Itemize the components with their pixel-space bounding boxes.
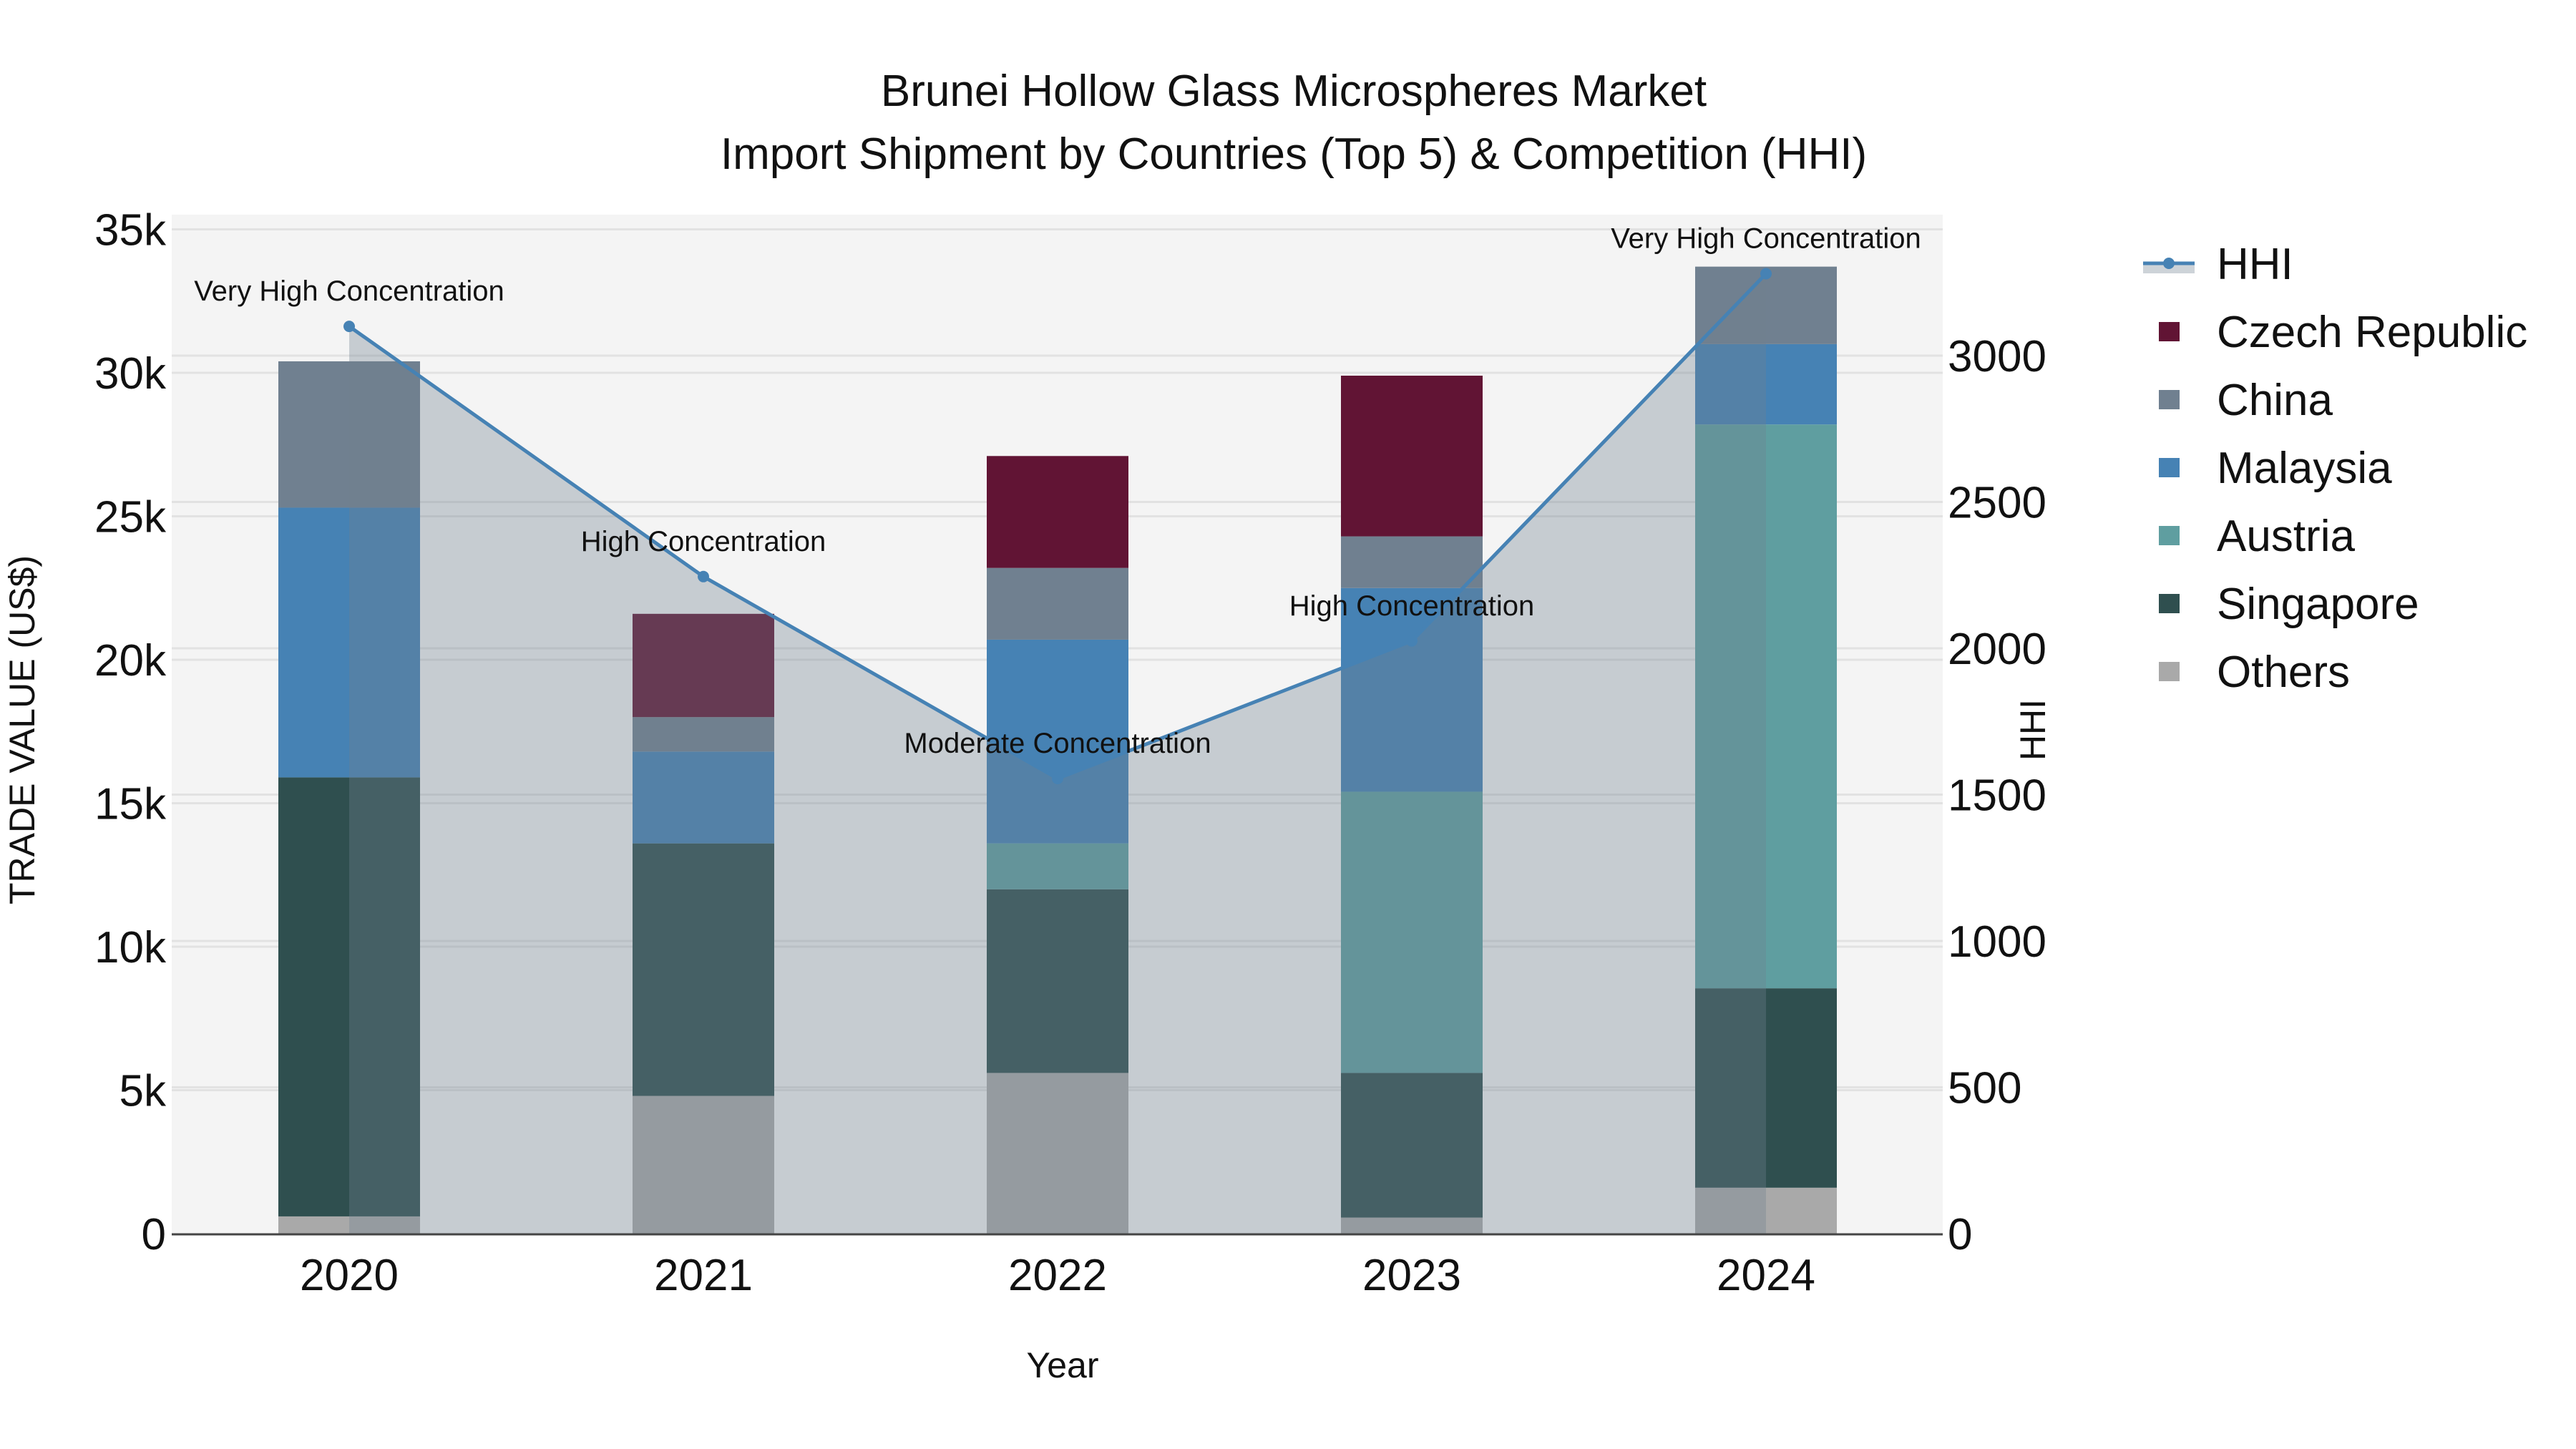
- legend-item-hhi[interactable]: HHI: [2143, 240, 2293, 289]
- x-tick-label: 2024: [1717, 1251, 1815, 1300]
- legend-label: China: [2217, 376, 2333, 425]
- bar-segment-others[interactable]: [987, 1073, 1128, 1234]
- bar-segment-austria[interactable]: [1695, 424, 1837, 989]
- y-left-axis-title: TRADE VALUE (US$): [2, 555, 42, 904]
- bar-segment-malaysia[interactable]: [987, 639, 1128, 844]
- x-tick-label: 2021: [654, 1251, 753, 1300]
- bar-stack-2024: [1695, 266, 1837, 1234]
- hhi-area: [349, 273, 1766, 1234]
- bar-segment-singapore[interactable]: [1341, 1073, 1483, 1218]
- chart-title-line2: Import Shipment by Countries (Top 5) & C…: [721, 130, 1867, 179]
- y-right-tick-label: 3000: [1948, 332, 2046, 381]
- legend-color-swatch-icon: [2159, 390, 2180, 409]
- y-right-ticks: 0 500 1000 1500 2000 2500 3000: [1948, 332, 2046, 1259]
- legend-item-austria[interactable]: Austria: [2159, 512, 2355, 561]
- y-right-tick-label: 0: [1948, 1210, 1972, 1259]
- bar-segment-singapore[interactable]: [1695, 988, 1837, 1188]
- hhi-marker-2020[interactable]: [343, 321, 355, 333]
- bar-segment-others[interactable]: [633, 1096, 774, 1234]
- y-left-tick-label: 30k: [94, 349, 167, 399]
- x-axis-title: Year: [1026, 1345, 1098, 1385]
- legend-color-swatch-icon: [2159, 594, 2180, 613]
- legend-color-swatch-icon: [2159, 322, 2180, 341]
- legend: HHI Czech Republic China Malaysia Austria Sin…: [2143, 240, 2527, 697]
- y-left-tick-label: 15k: [94, 780, 167, 829]
- y-left-tick-label: 20k: [94, 636, 167, 686]
- hhi-annotation-2021: High Concentration: [581, 526, 826, 557]
- chart-title-line1: Brunei Hollow Glass Microspheres Market: [881, 67, 1707, 116]
- y-left-tick-label: 25k: [94, 493, 167, 542]
- bar-segment-others[interactable]: [278, 1216, 420, 1234]
- legend-item-czech-republic[interactable]: Czech Republic: [2159, 308, 2527, 357]
- bar-segment-others[interactable]: [1341, 1217, 1483, 1234]
- bar-stacks: [278, 266, 1837, 1234]
- y-right-tick-label: 2000: [1948, 625, 2046, 674]
- legend-label: Malaysia: [2217, 444, 2392, 493]
- y-left-ticks: 0 5k 10k 15k 20k 25k 30k 35k: [94, 206, 167, 1260]
- bar-segment-malaysia[interactable]: [1341, 587, 1483, 792]
- bar-segment-austria[interactable]: [987, 843, 1128, 889]
- legend-label: Singapore: [2217, 580, 2419, 629]
- legend-marker-icon: [2163, 258, 2175, 269]
- x-tick-label: 2023: [1362, 1251, 1461, 1300]
- bar-segment-malaysia[interactable]: [278, 507, 420, 778]
- hhi-line: [343, 268, 1772, 785]
- bar-segment-czech-republic[interactable]: [1341, 376, 1483, 537]
- hhi-annotation-2022: Moderate Concentration: [904, 728, 1211, 759]
- legend-color-swatch-icon: [2159, 662, 2180, 681]
- x-tick-label: 2022: [1008, 1251, 1107, 1300]
- bar-stack-2021: [633, 613, 774, 1234]
- legend-item-china[interactable]: China: [2159, 376, 2333, 425]
- hhi-annotation-2020: Very High Concentration: [194, 275, 504, 307]
- legend-item-singapore[interactable]: Singapore: [2159, 580, 2419, 629]
- bar-segment-malaysia[interactable]: [633, 751, 774, 844]
- bar-segment-china[interactable]: [987, 567, 1128, 640]
- bar-stack-2023: [1341, 376, 1483, 1234]
- bar-segment-malaysia[interactable]: [1695, 343, 1837, 425]
- legend-label: HHI: [2217, 240, 2293, 289]
- bar-segment-china[interactable]: [278, 361, 420, 508]
- y-right-tick-label: 2500: [1948, 479, 2046, 528]
- bar-segment-china[interactable]: [1695, 266, 1837, 344]
- legend-label: Others: [2217, 648, 2350, 697]
- legend-label: Czech Republic: [2217, 308, 2527, 357]
- hhi-annotation-2023: High Concentration: [1289, 590, 1534, 622]
- hhi-fill-area: [349, 273, 1766, 1234]
- bar-stack-2020: [278, 361, 420, 1234]
- y-right-axis-title: HHI: [2013, 699, 2053, 761]
- x-ticks: 2020 2021 2022 2023 2024: [300, 1251, 1815, 1300]
- y-left-tick-label: 10k: [94, 923, 167, 972]
- hhi-annotation-2024: Very High Concentration: [1611, 223, 1921, 254]
- hhi-marker-2022[interactable]: [1052, 773, 1063, 785]
- y-left-tick-label: 0: [142, 1210, 166, 1259]
- y-right-tick-label: 1000: [1948, 917, 2046, 967]
- y-right-tick-label: 1500: [1948, 771, 2046, 821]
- bar-segment-czech-republic[interactable]: [633, 613, 774, 718]
- hhi-annotations: Very High Concentration High Concentratio…: [194, 223, 1921, 759]
- y-left-tick-label: 5k: [119, 1067, 167, 1116]
- legend-item-others[interactable]: Others: [2159, 648, 2350, 697]
- y-right-tick-label: 500: [1948, 1064, 2021, 1113]
- bar-segment-czech-republic[interactable]: [987, 456, 1128, 568]
- bar-segment-singapore[interactable]: [987, 889, 1128, 1073]
- hhi-marker-2023[interactable]: [1406, 635, 1418, 647]
- hhi-marker-2024[interactable]: [1760, 268, 1772, 280]
- bar-stack-2022: [987, 456, 1128, 1234]
- bar-segment-austria[interactable]: [1341, 791, 1483, 1073]
- y-left-tick-label: 35k: [94, 206, 167, 255]
- legend-color-swatch-icon: [2159, 458, 2180, 477]
- x-tick-label: 2020: [300, 1251, 399, 1300]
- bar-segment-china[interactable]: [633, 717, 774, 752]
- legend-item-malaysia[interactable]: Malaysia: [2159, 444, 2392, 493]
- bar-segment-china[interactable]: [1341, 536, 1483, 588]
- bar-segment-singapore[interactable]: [278, 777, 420, 1216]
- bar-segment-others[interactable]: [1695, 1187, 1837, 1234]
- bar-segment-singapore[interactable]: [633, 843, 774, 1096]
- hhi-marker-2021[interactable]: [698, 570, 709, 582]
- legend-color-swatch-icon: [2159, 526, 2180, 545]
- legend-label: Austria: [2217, 512, 2355, 561]
